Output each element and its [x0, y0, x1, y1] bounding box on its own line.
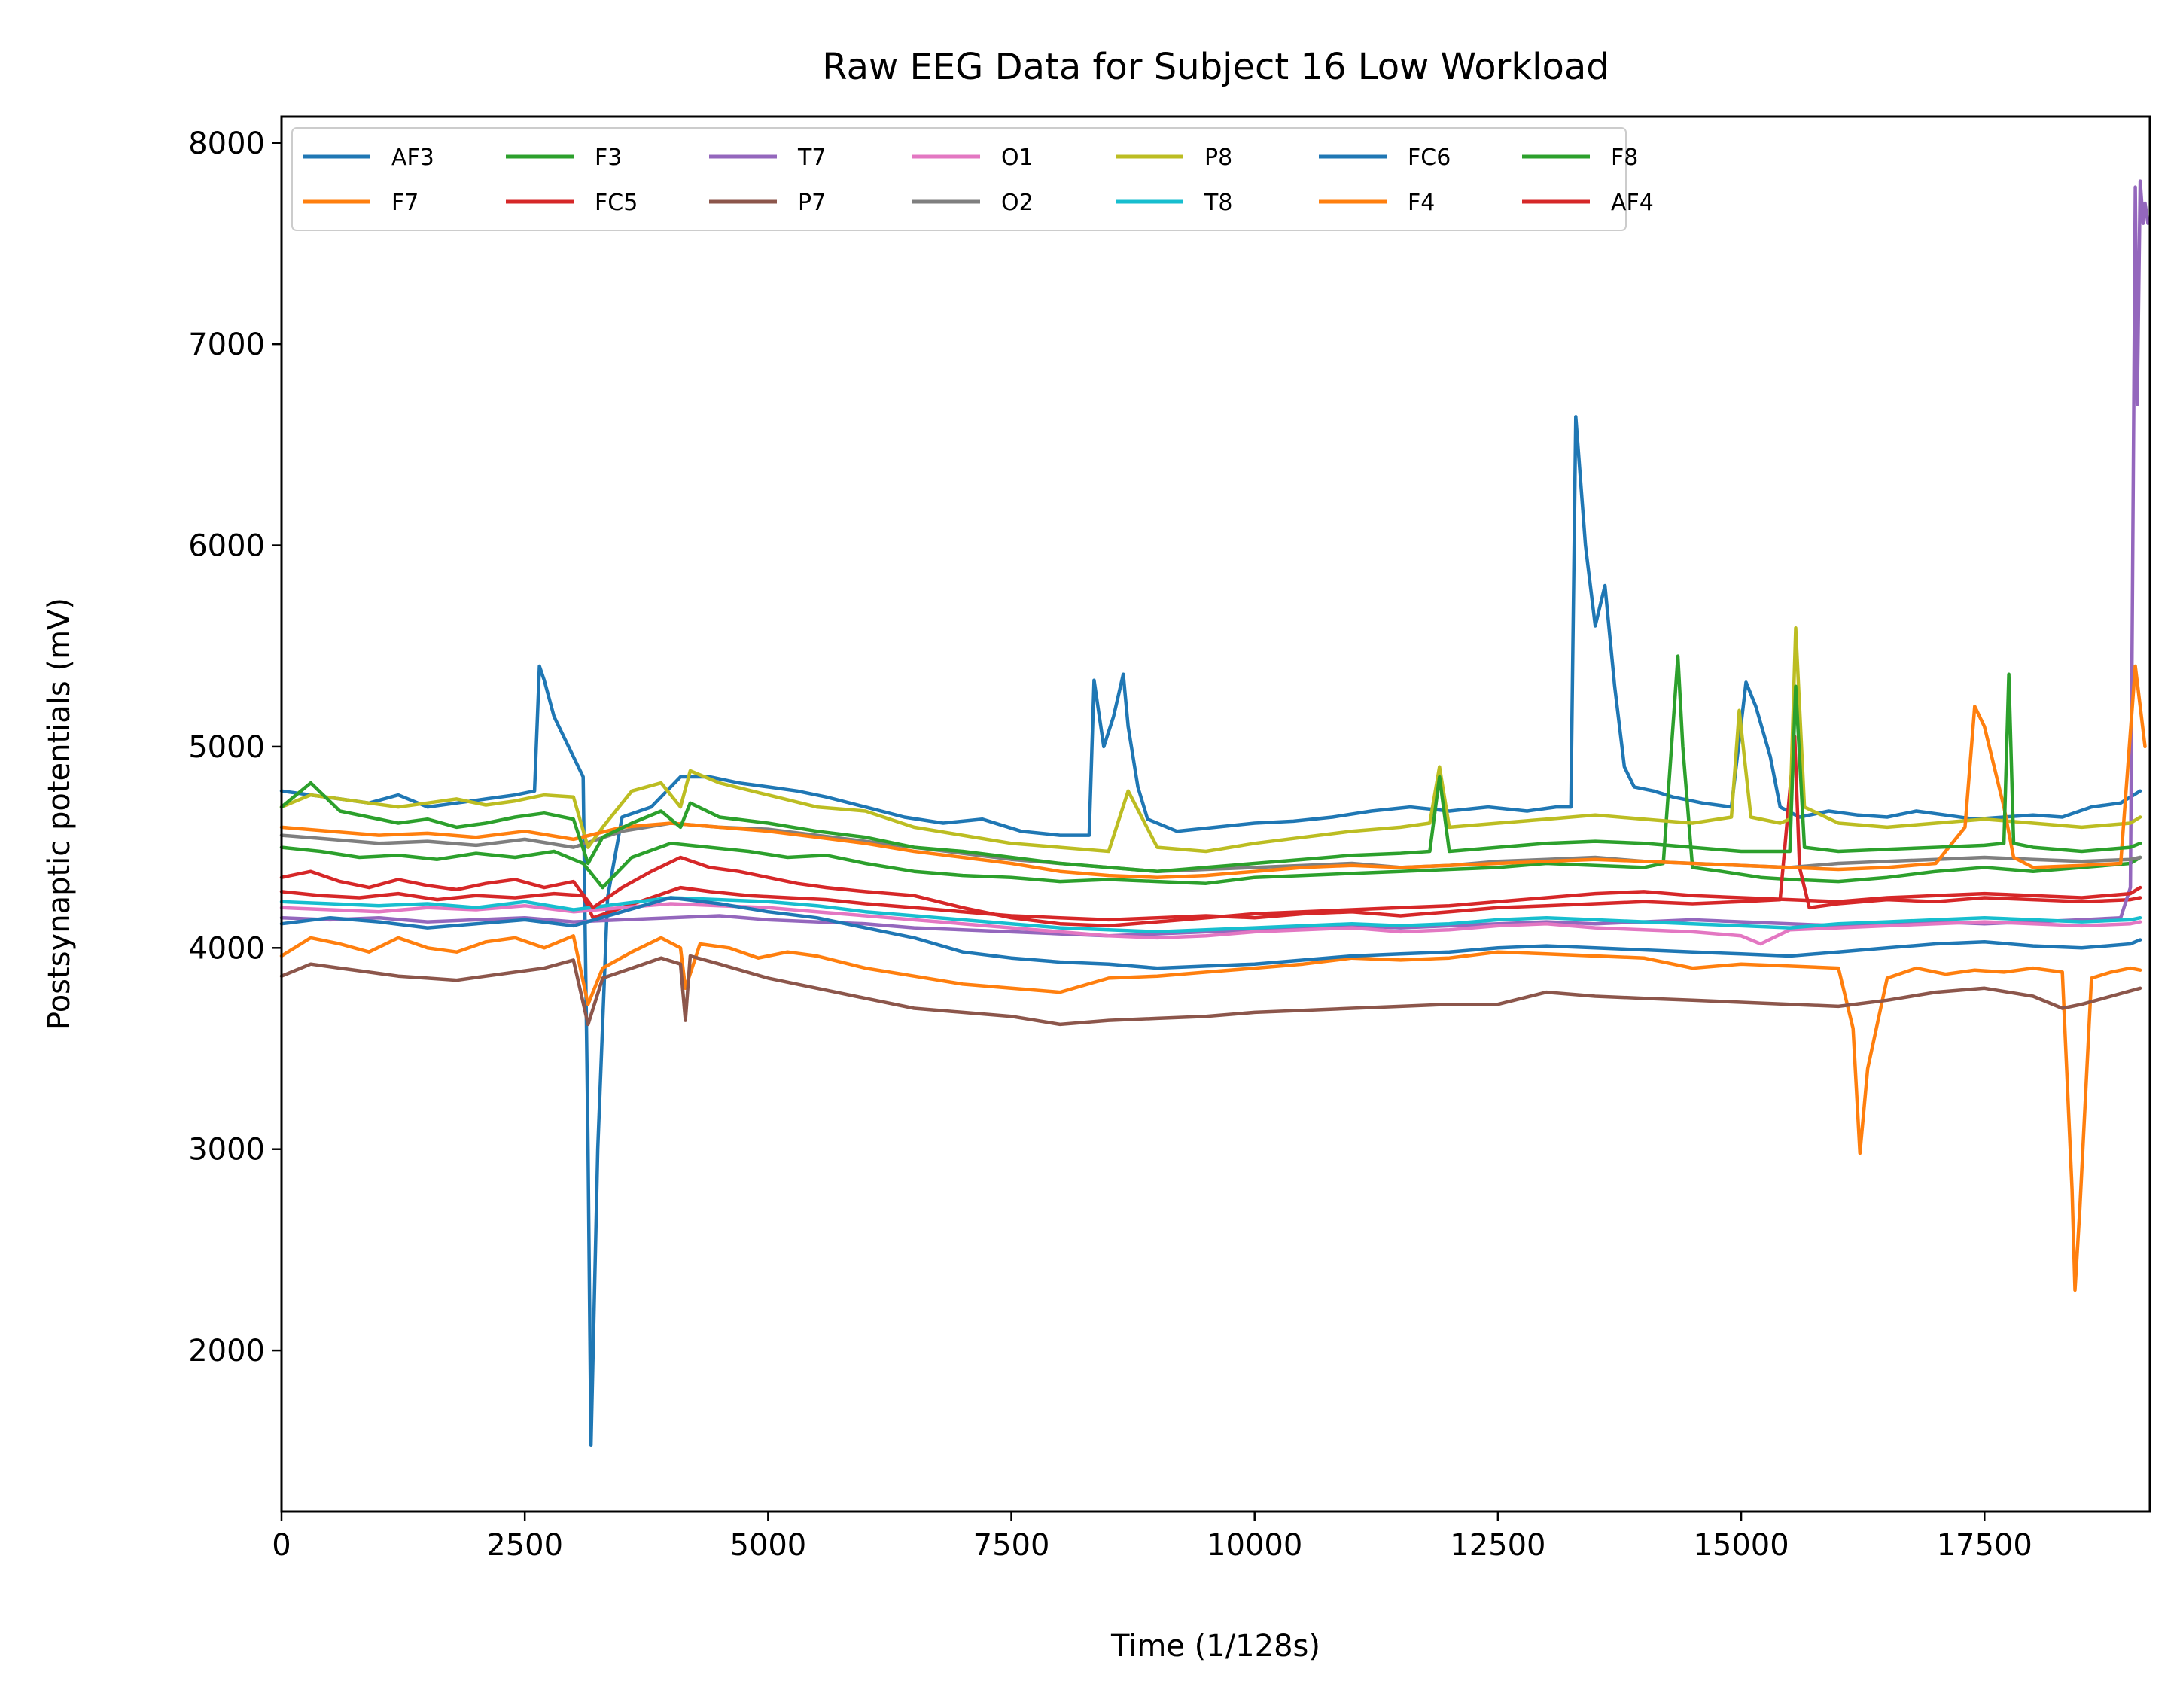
y-tick-label: 2000 — [188, 1334, 265, 1369]
legend: AF3 F7 F3 FC5 T7 P7 O1 O2 P8 T8 FC6 F4 F8 AF4 — [291, 127, 1654, 231]
series-line-af3 — [279, 415, 2142, 1448]
legend-label-f8: F8 — [1611, 145, 1638, 171]
x-axis: 0 2500 5000 7500 10000 12500 15000 17500 — [272, 1512, 2032, 1563]
legend-label-fc6: FC6 — [1408, 145, 1451, 171]
legend-label-af3: AF3 — [391, 145, 434, 171]
series-line-o2 — [279, 821, 2142, 873]
legend-label-f4: F4 — [1408, 190, 1435, 216]
y-tick-label: 3000 — [188, 1133, 265, 1168]
y-tick-label: 7000 — [188, 327, 265, 362]
legend-label-p7: P7 — [798, 190, 826, 216]
y-axis: 2000 3000 4000 5000 6000 7000 8000 — [188, 126, 282, 1369]
series-layer — [279, 179, 2150, 1448]
legend-label-fc5: FC5 — [595, 190, 638, 216]
series-line-f7 — [279, 934, 2142, 1292]
plot-frame — [280, 115, 2151, 1513]
legend-label-f7: F7 — [391, 190, 419, 216]
series-line-p8 — [279, 626, 2142, 854]
x-tick-label: 7500 — [973, 1528, 1050, 1563]
series-line-f8 — [279, 672, 2142, 873]
x-tick-label: 12500 — [1450, 1528, 1545, 1563]
x-tick-label: 10000 — [1207, 1528, 1302, 1563]
legend-label-f3: F3 — [595, 145, 622, 171]
legend-label-o1: O1 — [1001, 145, 1034, 171]
series-line-af4 — [279, 855, 2142, 928]
series-line-f4 — [279, 664, 2147, 879]
series-line-fc6 — [279, 896, 2142, 970]
legend-label-af4: AF4 — [1611, 190, 1654, 216]
y-tick-label: 6000 — [188, 529, 265, 564]
series-line-t8 — [279, 896, 2142, 934]
x-tick-label: 15000 — [1693, 1528, 1789, 1563]
y-tick-label: 5000 — [188, 730, 265, 765]
legend-label-o2: O2 — [1001, 190, 1034, 216]
legend-frame — [291, 127, 1627, 231]
x-tick-label: 17500 — [1937, 1528, 2032, 1563]
x-tick-label: 5000 — [729, 1528, 806, 1563]
series-line-p7 — [279, 954, 2142, 1027]
series-line-fc5 — [279, 735, 2142, 922]
chart-title: Raw EEG Data for Subject 16 Low Workload — [822, 46, 1609, 88]
y-tick-label: 8000 — [188, 126, 265, 161]
y-axis-label: Postsynaptic potentials (mV) — [42, 598, 77, 1030]
x-tick-label: 0 — [272, 1528, 291, 1563]
legend-label-t7: T7 — [797, 145, 826, 171]
legend-label-t8: T8 — [1204, 190, 1232, 216]
series-line-o1 — [279, 902, 2142, 946]
x-axis-label: Time (1/128s) — [1110, 1629, 1320, 1664]
x-tick-label: 2500 — [486, 1528, 563, 1563]
legend-label-p8: P8 — [1204, 145, 1232, 171]
series-line-f3 — [279, 654, 2142, 890]
y-tick-label: 4000 — [188, 931, 265, 966]
series-line-t7 — [279, 179, 2150, 938]
